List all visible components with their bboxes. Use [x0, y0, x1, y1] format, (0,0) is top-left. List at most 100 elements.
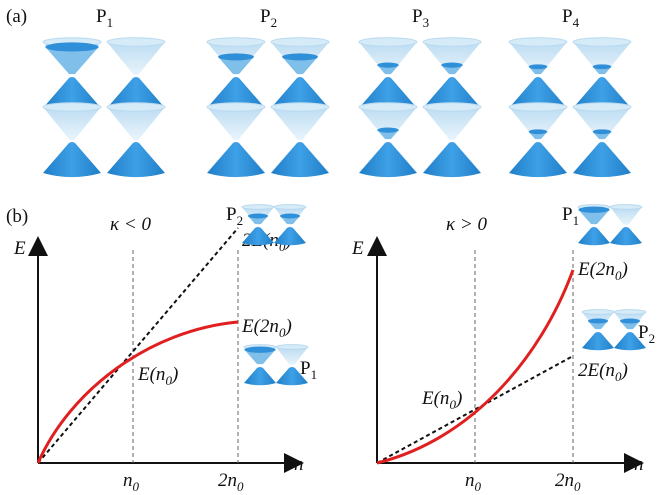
page: {"panel_a": {"label": "(a)", "groups": […: [0, 0, 672, 495]
dirac-cone: [610, 205, 642, 246]
cone-rim: [610, 205, 642, 210]
lower-cone: [359, 142, 417, 177]
x-axis-label: n: [294, 454, 304, 475]
text-part: P: [412, 6, 423, 27]
subscript: 2: [271, 15, 278, 30]
linear-line: [38, 228, 238, 463]
curve-label: E(2n0): [241, 316, 292, 340]
cone-rim: [242, 205, 274, 210]
cone-rim: [271, 38, 329, 47]
upper-cone: [43, 107, 101, 140]
text-part: E(n: [137, 364, 165, 385]
upper-cone: [423, 107, 481, 140]
fermi-surface: [282, 53, 318, 60]
x-tick-label: 2n0: [218, 470, 244, 494]
lower-cone: [582, 332, 614, 350]
state-label: P4: [562, 6, 580, 30]
dirac-cone: [107, 38, 165, 112]
cone-rim: [276, 345, 308, 350]
dirac-cone: [573, 103, 631, 177]
text-part: 2E(n: [578, 360, 615, 381]
cone-rim: [207, 38, 265, 47]
dirac-cone: [242, 205, 274, 246]
text-part: P: [562, 6, 573, 27]
dirac-cone: [274, 205, 306, 246]
dirac-cone: [423, 103, 481, 177]
subscript: 0: [237, 479, 244, 494]
point-label: E(n0): [421, 388, 462, 412]
condition: κ > 0: [446, 214, 487, 235]
cone-rim: [423, 103, 481, 112]
fermi-surface: [218, 53, 254, 60]
text-part: ): [620, 259, 627, 280]
figure: (a) (b) κ < 0 E n n0 2n0 E(n0) E(2n0) 2E…: [0, 0, 672, 495]
text-part: P: [96, 6, 107, 27]
lower-cone: [610, 227, 642, 245]
fermi-surface: [45, 42, 98, 51]
cone-rim: [43, 103, 101, 112]
fermi-surface: [377, 63, 398, 68]
text-part: P: [260, 6, 271, 27]
x-axis-label: n: [634, 454, 644, 475]
lower-cone: [573, 142, 631, 177]
dirac-cone: [207, 103, 265, 177]
cone-rim: [271, 103, 329, 112]
text-part: E(n: [421, 388, 449, 409]
upper-cone: [107, 42, 165, 75]
upper-cone: [107, 107, 165, 140]
text-part: P: [562, 204, 573, 225]
dirac-cone: [271, 103, 329, 177]
y-axis-label: E: [351, 238, 364, 259]
cone-rim: [107, 103, 165, 112]
lower-cone: [207, 142, 265, 177]
dirac-cone: [509, 38, 567, 112]
text-part: E(2n: [241, 316, 279, 337]
dirac-cone: [359, 103, 417, 177]
cone-rim: [423, 38, 481, 47]
cone-rim: [107, 38, 165, 47]
lower-cone: [423, 142, 481, 177]
panel-label: (b): [6, 206, 28, 227]
lower-cone: [578, 227, 610, 245]
subscript: 0: [133, 479, 140, 494]
text-part: n: [123, 470, 133, 491]
line-label: 2E(n0): [578, 360, 628, 384]
x-tick-label: n0: [465, 470, 482, 494]
lower-cone: [107, 142, 165, 177]
cone-rim: [359, 103, 417, 112]
dirac-cone: [271, 38, 329, 112]
cone-rim: [573, 38, 631, 47]
upper-cone: [271, 107, 329, 140]
state-label: P1: [96, 6, 113, 30]
fermi-surface: [248, 214, 268, 219]
energy-curve: [38, 322, 238, 463]
fermi-surface: [529, 129, 548, 134]
dirac-cone: [43, 38, 101, 112]
text-part: E(2n: [577, 259, 615, 280]
subscript: 3: [423, 15, 430, 30]
dirac-cone: [43, 103, 101, 177]
cone-rim: [359, 38, 417, 47]
panel-label: (a): [6, 6, 27, 27]
dirac-cone: [423, 38, 481, 112]
dirac-cone: [582, 310, 614, 351]
fermi-surface: [588, 319, 608, 324]
fermi-surface: [280, 214, 300, 219]
subscript: 0: [475, 479, 482, 494]
text-part: ): [284, 316, 291, 337]
x-tick-label: n0: [123, 470, 140, 494]
subscript: 1: [573, 213, 580, 228]
point-label: E(n0): [137, 364, 178, 388]
cone-rim: [509, 38, 567, 47]
text-part: 2n: [555, 470, 574, 491]
cone-rim: [582, 310, 614, 315]
subscript: 1: [311, 367, 318, 382]
subscript: 2: [237, 213, 244, 228]
dirac-cone: [244, 345, 276, 386]
inset-label: P2: [226, 204, 243, 228]
text-part: P: [638, 322, 649, 343]
dirac-cone: [107, 103, 165, 177]
cone-rim: [509, 103, 567, 112]
cone-rim: [573, 103, 631, 112]
lower-cone: [271, 142, 329, 177]
